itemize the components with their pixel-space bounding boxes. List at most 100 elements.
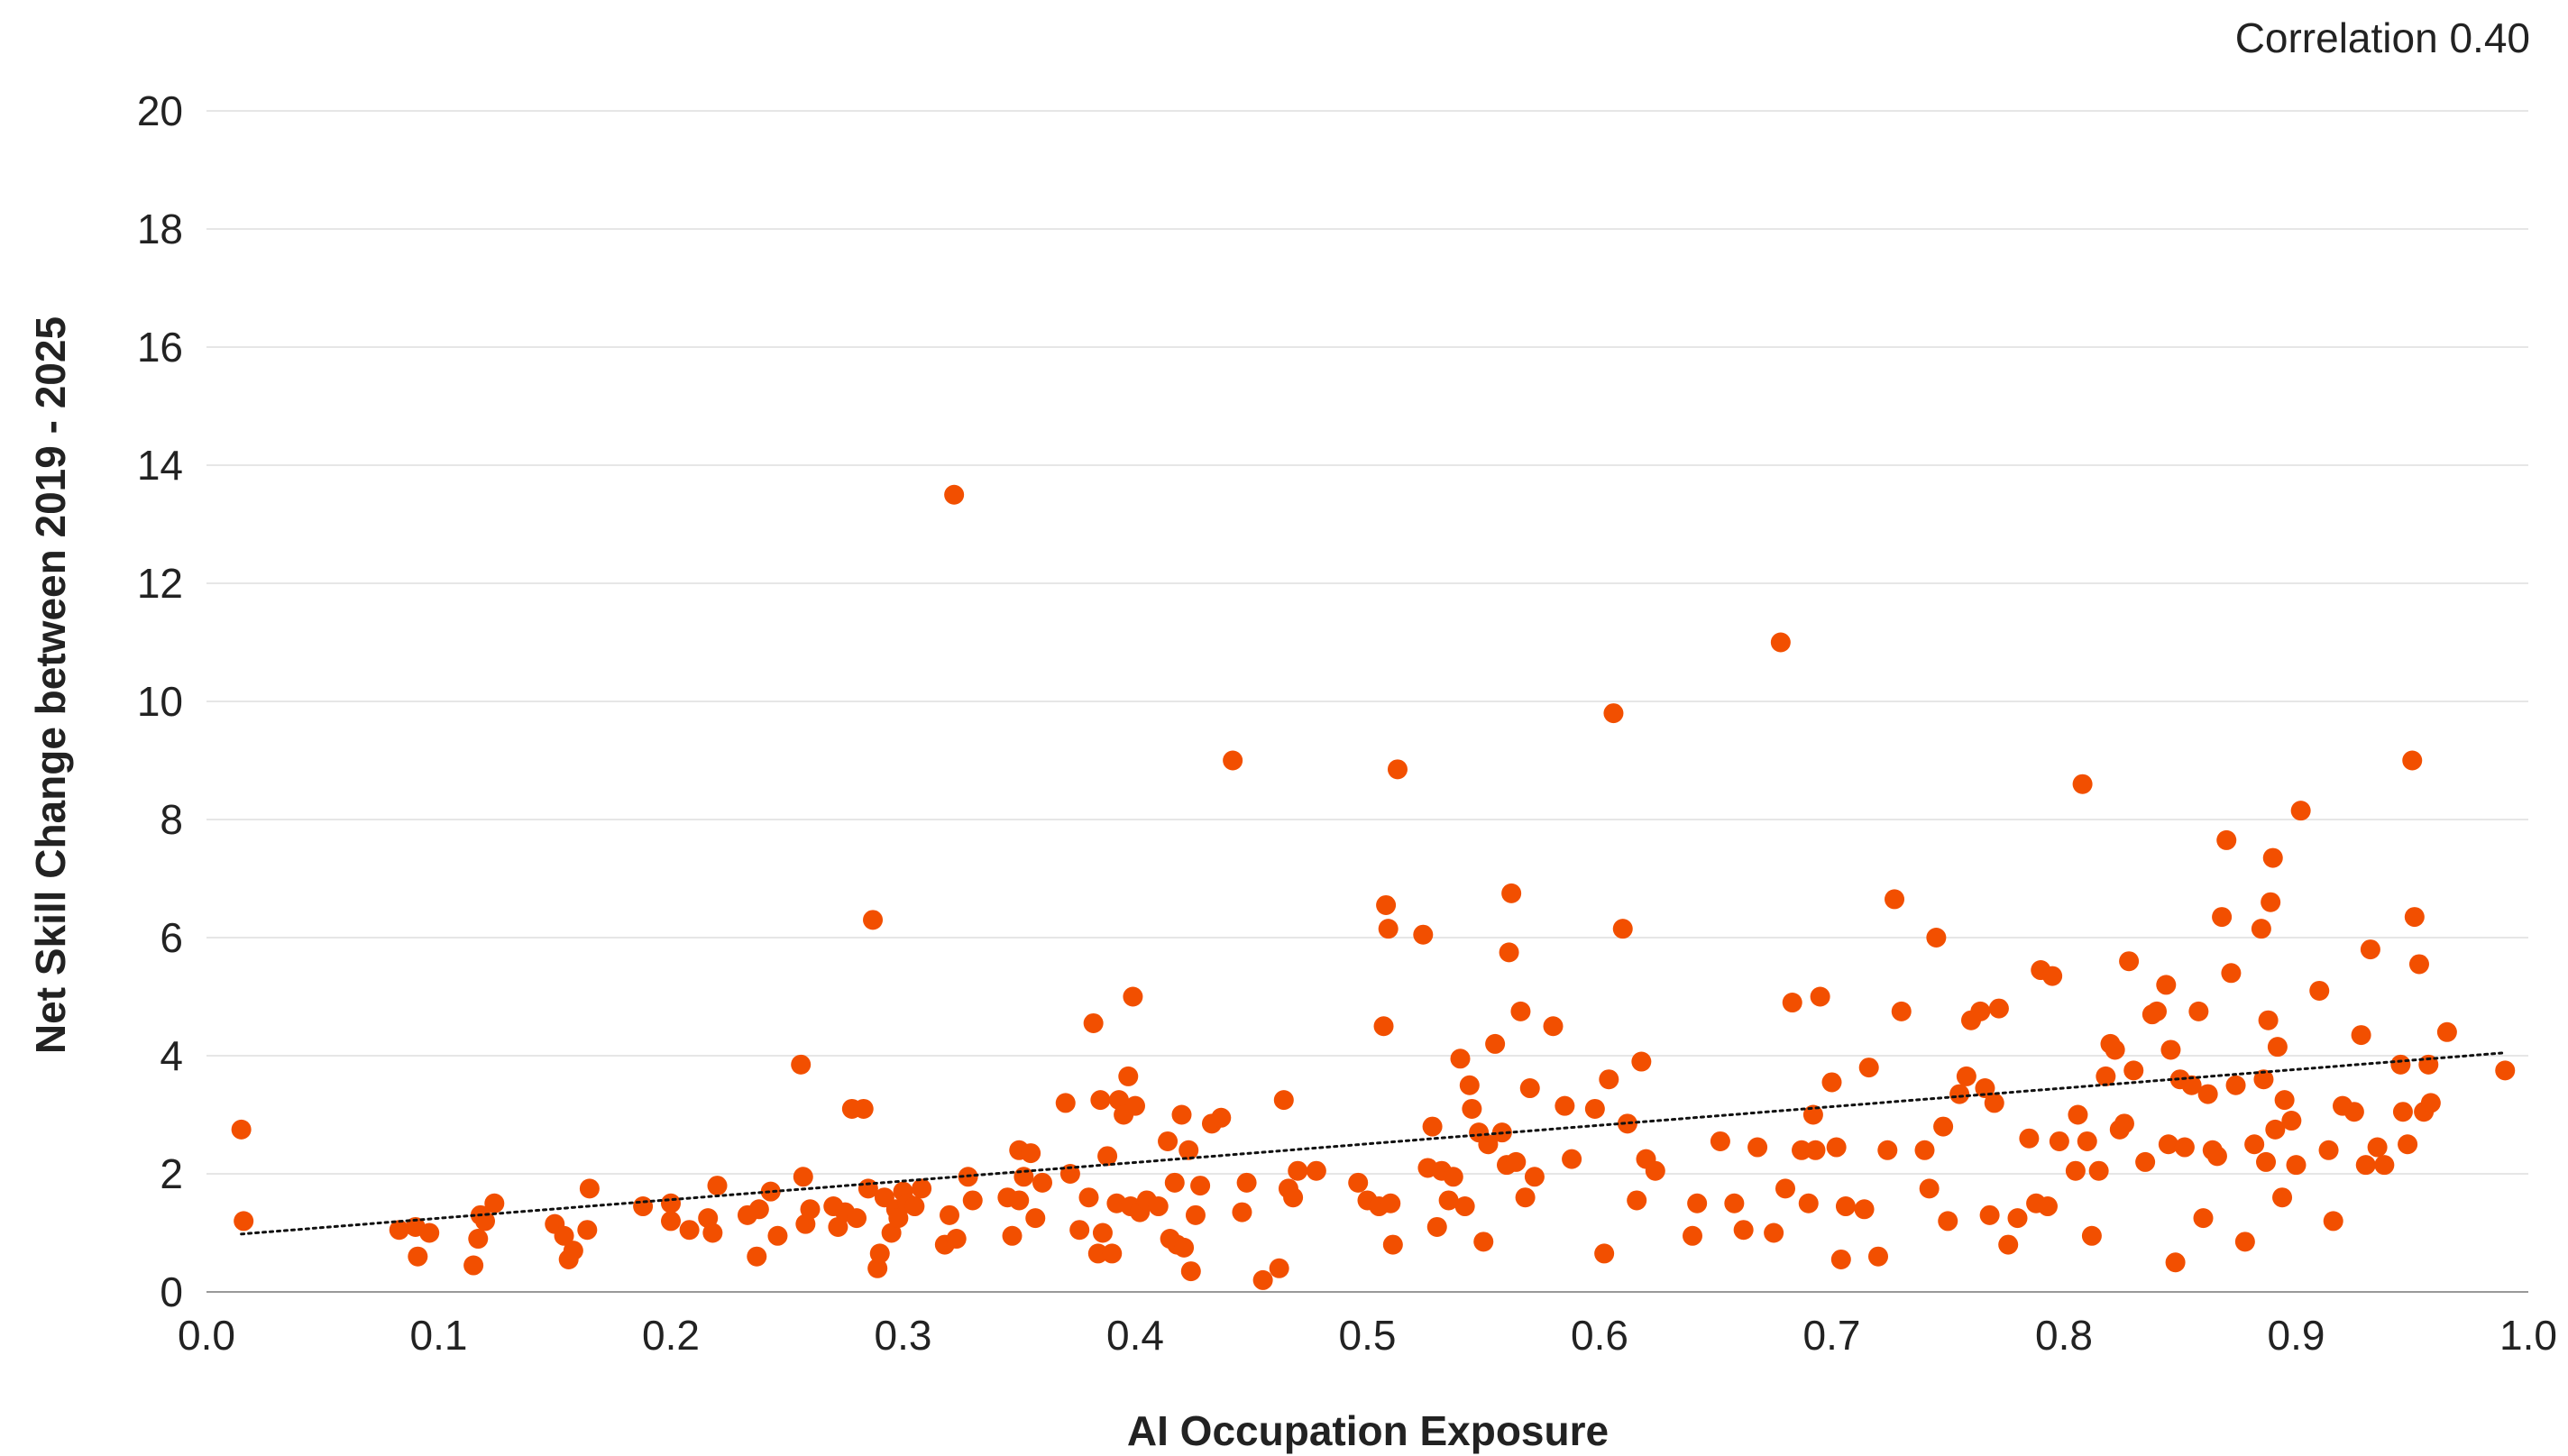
data-point <box>2019 1128 2040 1149</box>
data-point <box>2123 1060 2144 1081</box>
data-point <box>702 1222 723 1243</box>
data-point <box>1510 1001 1531 1021</box>
data-point <box>1148 1196 1169 1217</box>
data-point <box>2408 954 2429 975</box>
data-point <box>2274 1090 2295 1111</box>
data-point <box>1478 1134 1499 1155</box>
data-point <box>2065 1160 2086 1181</box>
data-point <box>2068 1104 2088 1125</box>
data-point <box>2258 1010 2279 1030</box>
data-point <box>800 1199 821 1220</box>
data-point <box>484 1193 505 1213</box>
data-point <box>1306 1160 1326 1181</box>
data-point <box>2212 907 2233 928</box>
data-point <box>389 1220 409 1241</box>
data-point <box>1069 1220 1090 1241</box>
data-point <box>554 1225 574 1246</box>
data-point <box>633 1196 654 1217</box>
y-tick-labels: 0 2 4 6 8 10 12 14 16 18 20 <box>137 87 183 1315</box>
data-point <box>867 1258 888 1278</box>
data-point <box>1599 1069 1619 1090</box>
data-point <box>1805 1140 1826 1160</box>
data-point <box>1501 883 1522 903</box>
x-tick-label: 0.0 <box>178 1312 235 1359</box>
data-point <box>2147 1001 2167 1021</box>
data-point <box>2188 1001 2209 1021</box>
data-point <box>962 1190 983 1211</box>
data-point <box>2374 1155 2395 1176</box>
data-point <box>1710 1131 1730 1151</box>
y-tick-label: 16 <box>137 324 183 371</box>
data-point <box>1125 1095 1145 1116</box>
data-point <box>2193 1208 2214 1229</box>
data-point <box>2402 750 2423 771</box>
data-point <box>1450 1049 1471 1069</box>
y-tick-label: 4 <box>160 1032 183 1079</box>
data-point <box>2206 1146 2227 1167</box>
y-tick-label: 20 <box>137 87 183 134</box>
data-point <box>231 1119 252 1140</box>
data-point <box>2343 1102 2364 1122</box>
data-point <box>1387 759 1408 780</box>
data-point <box>1543 1016 1564 1037</box>
data-point <box>1933 1116 1954 1137</box>
data-point <box>767 1225 788 1246</box>
data-point <box>2081 1225 2102 1246</box>
data-point <box>1792 1140 1812 1160</box>
data-point <box>1914 1140 1935 1160</box>
x-tick-label: 0.9 <box>2268 1312 2325 1359</box>
data-point <box>1617 1113 1637 1134</box>
data-point <box>1885 889 1905 910</box>
gridlines <box>206 110 2528 1175</box>
data-point <box>1733 1220 1754 1241</box>
data-point <box>1032 1172 1052 1193</box>
data-point <box>2088 1160 2109 1181</box>
data-point <box>2323 1211 2343 1232</box>
data-point <box>1747 1137 1768 1158</box>
data-point <box>853 1098 874 1119</box>
data-point <box>2286 1155 2307 1176</box>
data-point <box>1877 1140 1898 1160</box>
data-point <box>2225 1075 2246 1095</box>
data-point <box>1055 1093 1076 1113</box>
data-point <box>1830 1249 1851 1269</box>
data-point <box>2436 1021 2457 1042</box>
data-point <box>1097 1146 1118 1167</box>
data-point <box>1835 1196 1856 1217</box>
data-point <box>1919 1178 1940 1199</box>
y-tick-label: 14 <box>137 442 183 489</box>
data-point <box>2367 1137 2388 1158</box>
data-point <box>869 1243 890 1264</box>
data-point <box>1984 1093 2004 1113</box>
data-point <box>748 1199 769 1220</box>
data-point <box>1380 1193 1401 1213</box>
data-point <box>2318 1140 2339 1160</box>
data-point <box>2119 951 2140 972</box>
data-point <box>1979 1204 2000 1225</box>
data-point <box>1438 1190 1459 1211</box>
y-axis-title: Net Skill Change between 2019 - 2025 <box>27 316 74 1054</box>
data-point <box>2049 1131 2069 1151</box>
data-point <box>1454 1196 1475 1217</box>
data-point <box>468 1229 489 1250</box>
x-axis-title: AI Occupation Exposure <box>1127 1407 1609 1454</box>
data-point <box>791 1054 812 1075</box>
data-point <box>1519 1078 1540 1099</box>
data-point <box>1858 1058 1879 1078</box>
data-point <box>1770 632 1791 653</box>
data-point <box>579 1178 600 1199</box>
data-point <box>1603 703 1624 724</box>
data-point <box>2256 1151 2277 1172</box>
data-point <box>1524 1167 1545 1187</box>
data-point <box>2156 975 2177 995</box>
data-point <box>707 1176 728 1196</box>
data-point <box>2253 1069 2274 1090</box>
data-point <box>1775 1178 1795 1199</box>
data-point <box>1158 1131 1179 1151</box>
y-tick-label: 8 <box>160 796 183 843</box>
data-point <box>1413 924 1434 945</box>
data-point <box>1485 1033 1506 1054</box>
y-tick-label: 10 <box>137 678 183 725</box>
data-point <box>1938 1211 1958 1232</box>
data-point <box>1998 1234 2019 1255</box>
